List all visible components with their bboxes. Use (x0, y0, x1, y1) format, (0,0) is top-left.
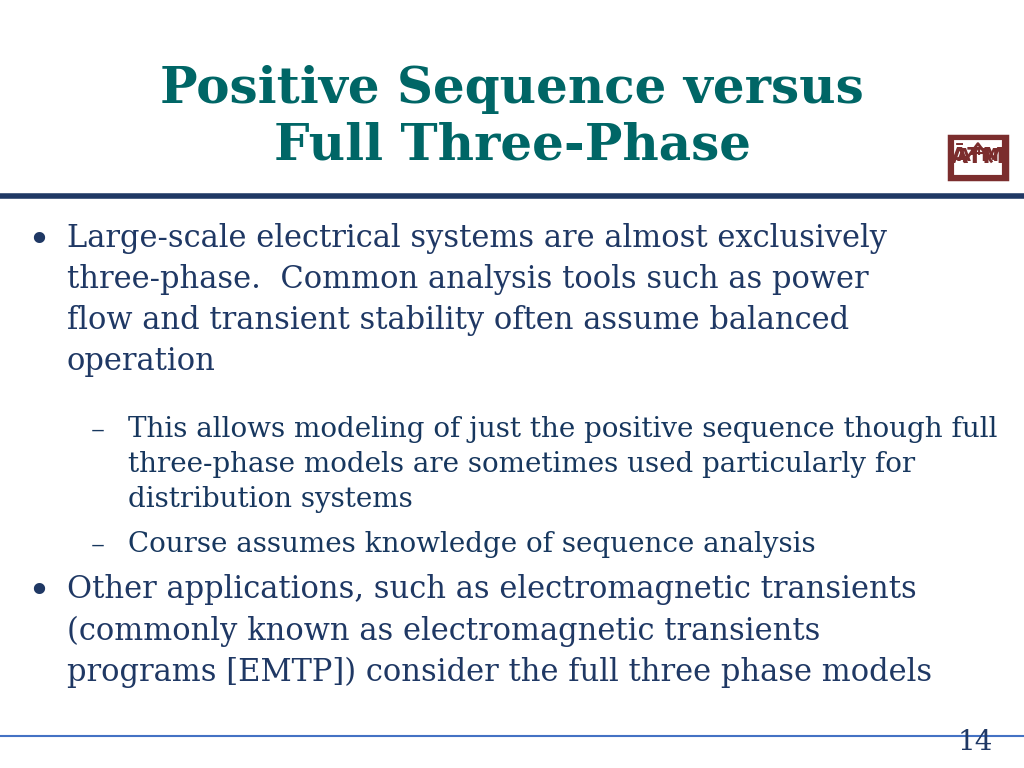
Text: AᴹM: AᴹM (956, 147, 999, 165)
Text: –: – (90, 531, 104, 558)
Text: Large-scale electrical systems are almost exclusively
three-phase.  Common analy: Large-scale electrical systems are almos… (67, 223, 887, 377)
Text: Course assumes knowledge of sequence analysis: Course assumes knowledge of sequence ana… (128, 531, 816, 558)
Text: 14: 14 (957, 730, 993, 756)
Text: Positive Sequence versus
Full Three-Phase: Positive Sequence versus Full Three-Phas… (160, 65, 864, 171)
Text: This allows modeling of just the positive sequence though full
three-phase model: This allows modeling of just the positiv… (128, 416, 997, 513)
Text: •: • (28, 223, 50, 260)
Text: ĀТМ: ĀТМ (950, 147, 1006, 167)
Text: Other applications, such as electromagnetic transients
(commonly known as electr: Other applications, such as electromagne… (67, 574, 932, 688)
Text: •: • (28, 574, 50, 611)
Text: –: – (90, 416, 104, 443)
